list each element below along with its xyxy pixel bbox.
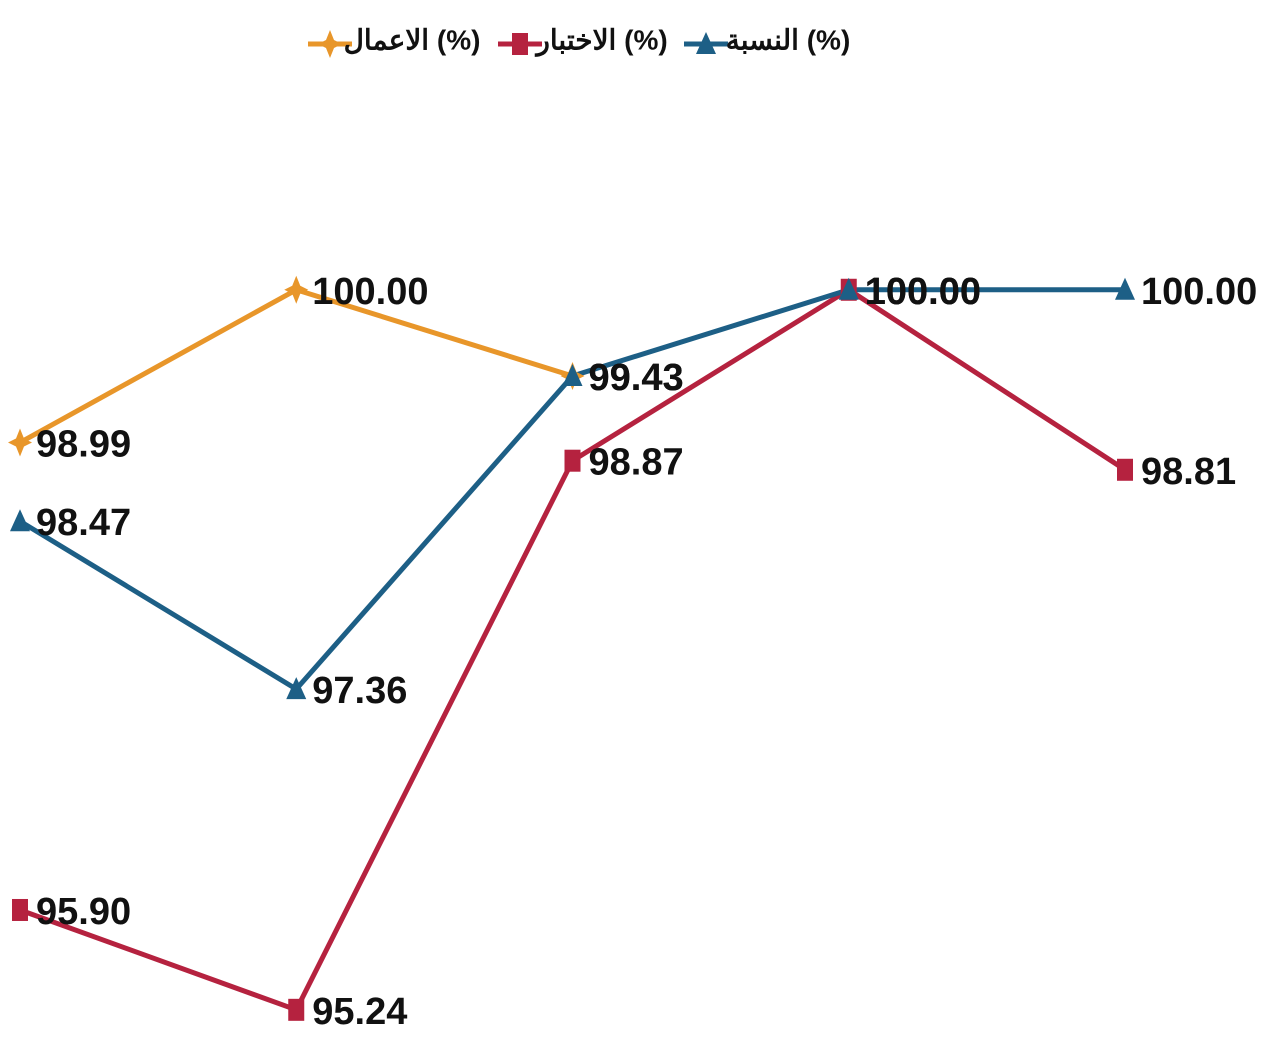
- data-label: 95.90: [36, 891, 131, 933]
- series-line: [18, 287, 574, 445]
- data-label: 98.87: [589, 442, 684, 484]
- marker: [1117, 458, 1133, 481]
- marker: [564, 449, 581, 472]
- marker: [288, 998, 305, 1021]
- marker: [10, 509, 30, 532]
- data-label: 97.36: [312, 670, 407, 712]
- legend-label: الاختبار (%): [534, 24, 667, 57]
- data-label: 100.00: [865, 271, 981, 313]
- data-label: 99.43: [589, 357, 684, 399]
- marker: [286, 677, 307, 700]
- data-label: 98.99: [36, 424, 131, 466]
- marker: [512, 33, 528, 55]
- marker: [8, 428, 32, 457]
- data-label: 98.81: [1141, 451, 1236, 493]
- marker: [1115, 277, 1135, 300]
- marker: [696, 32, 716, 54]
- marker: [284, 275, 309, 304]
- marker: [318, 30, 342, 58]
- data-label: 95.24: [312, 991, 407, 1033]
- series-line: [19, 287, 1127, 1013]
- data-label: 100.00: [865, 271, 981, 313]
- data-label: 100.00: [1141, 271, 1257, 313]
- data-label: 100.00: [312, 271, 428, 313]
- marker: [562, 363, 583, 386]
- marker: [838, 277, 859, 300]
- legend-label: الاعمال (%): [344, 24, 481, 55]
- marker: [12, 898, 28, 921]
- data-label: 98.47: [36, 502, 131, 544]
- data-label: 99.43: [589, 357, 684, 399]
- legend-label: النسبة (%): [726, 24, 851, 55]
